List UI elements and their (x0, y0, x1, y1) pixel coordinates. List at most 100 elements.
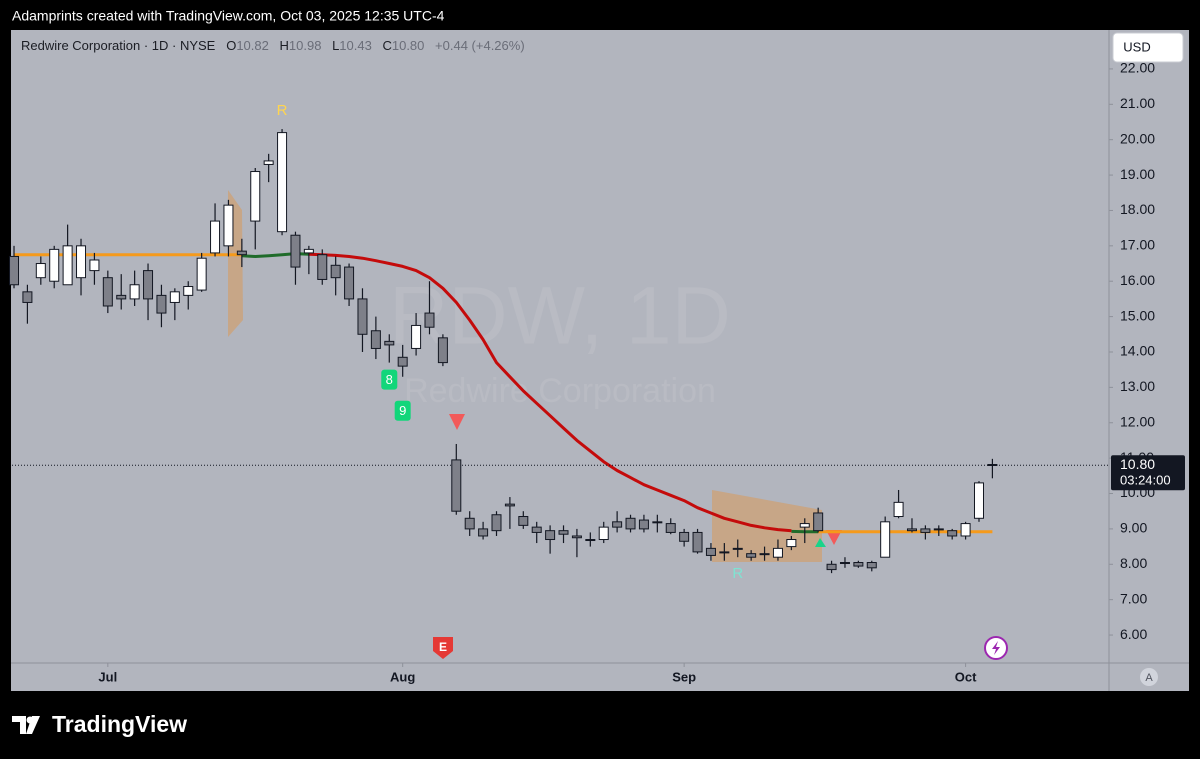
candle-body (813, 512, 824, 532)
y-tick-label: 20.00 (1120, 130, 1155, 146)
chart-panel (11, 30, 1189, 691)
countdown: 03:24:00 (1120, 473, 1171, 488)
y-tick-label: 16.00 (1120, 272, 1155, 288)
y-tick-label: 18.00 (1120, 201, 1155, 217)
candle-body (370, 330, 381, 349)
candle-body (223, 204, 234, 247)
brand-logo (12, 716, 40, 734)
price-label-box (1111, 455, 1185, 491)
signal-triangle (826, 530, 842, 545)
candle-body (987, 464, 998, 467)
candle-body (518, 516, 529, 526)
candle-body (49, 248, 60, 282)
candle-body (746, 553, 757, 558)
ohlc-key: C (382, 38, 392, 53)
candle-body (183, 286, 194, 296)
candle-body (893, 501, 904, 518)
ohlc-key: H (279, 38, 289, 53)
candle-body (250, 171, 261, 222)
candle-body (504, 503, 515, 507)
candle-body (411, 324, 422, 349)
ohlc-value: 10.82 (236, 38, 269, 53)
candle-body (705, 547, 716, 556)
change: +0.44 (+4.26%) (435, 38, 525, 53)
candle-body (76, 245, 87, 279)
y-tick-label: 6.00 (1120, 626, 1147, 642)
earnings-icon[interactable]: E (433, 637, 453, 659)
candle-body (973, 482, 984, 519)
y-tick-label: 22.00 (1120, 60, 1155, 76)
candle-body (129, 284, 140, 300)
candle-body (116, 294, 127, 300)
candle-body (397, 356, 408, 367)
candle-body (799, 523, 810, 528)
auto-scale-label: A (1145, 672, 1153, 684)
svg-text:E: E (439, 640, 447, 654)
candle-body (357, 298, 368, 335)
candle-body (612, 521, 623, 528)
candle-body (638, 519, 649, 530)
candle-body (558, 530, 569, 535)
y-tick-label: 17.00 (1120, 237, 1155, 253)
legend: Redwire Corporation · 1D · NYSE O10.82 H… (21, 38, 532, 53)
ohlc-value: 10.80 (391, 38, 425, 53)
candle-body (719, 551, 730, 554)
auto-scale-button[interactable] (1140, 668, 1158, 686)
candle-body (598, 526, 609, 541)
candle-body (692, 531, 703, 553)
x-tick-label: Sep (672, 669, 696, 684)
candle-body (571, 535, 582, 539)
y-tick-label: 12.00 (1120, 413, 1155, 429)
candle-body (424, 312, 435, 328)
candle-body (531, 526, 542, 533)
candle-body (839, 562, 850, 565)
caption: Adamprints created with TradingView.com,… (12, 8, 445, 24)
candle-body (156, 294, 167, 314)
candle-body (652, 521, 663, 524)
candle-body (169, 291, 180, 303)
candle-body (679, 531, 690, 542)
y-tick-label: 14.00 (1120, 343, 1155, 359)
y-tick-label: 8.00 (1120, 555, 1147, 571)
candle-body (732, 547, 743, 550)
currency-button[interactable] (1112, 32, 1184, 63)
count-badge (394, 400, 411, 421)
ohlc-value: 10.43 (339, 38, 372, 53)
candle-body (786, 539, 797, 548)
brand-name: TradingView (52, 711, 187, 737)
candle-body (933, 528, 944, 531)
candle-body (196, 257, 207, 291)
candle-body (236, 250, 247, 256)
candle-body (330, 264, 341, 279)
candle-body (491, 514, 502, 532)
y-tick-label: 19.00 (1120, 166, 1155, 182)
candle-body (344, 266, 355, 300)
event-icon[interactable] (984, 636, 1008, 660)
annotation: R (277, 102, 288, 119)
annotation: R (732, 565, 743, 582)
x-tick-label: Oct (955, 669, 977, 684)
x-tick-label: Jul (98, 669, 117, 684)
candle-body (35, 263, 46, 279)
candle-body (920, 528, 931, 533)
axes: 22.00 21.00 20.00 19.00 18.00 17.00 16.00 15.00… (98, 60, 1155, 685)
candle-body (62, 245, 73, 286)
candle-body (143, 270, 154, 300)
candle-body (210, 220, 221, 254)
candle-body (437, 337, 448, 364)
candle-body (22, 291, 33, 303)
x-tick-label: Aug (390, 669, 415, 684)
candle-body (625, 517, 636, 530)
candle-body (303, 248, 314, 254)
candle-body (102, 277, 113, 307)
ohlc-key: O (226, 38, 237, 53)
candle-body (263, 160, 274, 165)
candle-body (906, 528, 917, 532)
candle-body (317, 254, 328, 280)
candle-body (464, 517, 475, 530)
candle-body (947, 530, 958, 537)
signal-triangle (815, 538, 826, 547)
y-tick-label: 21.00 (1120, 95, 1155, 111)
